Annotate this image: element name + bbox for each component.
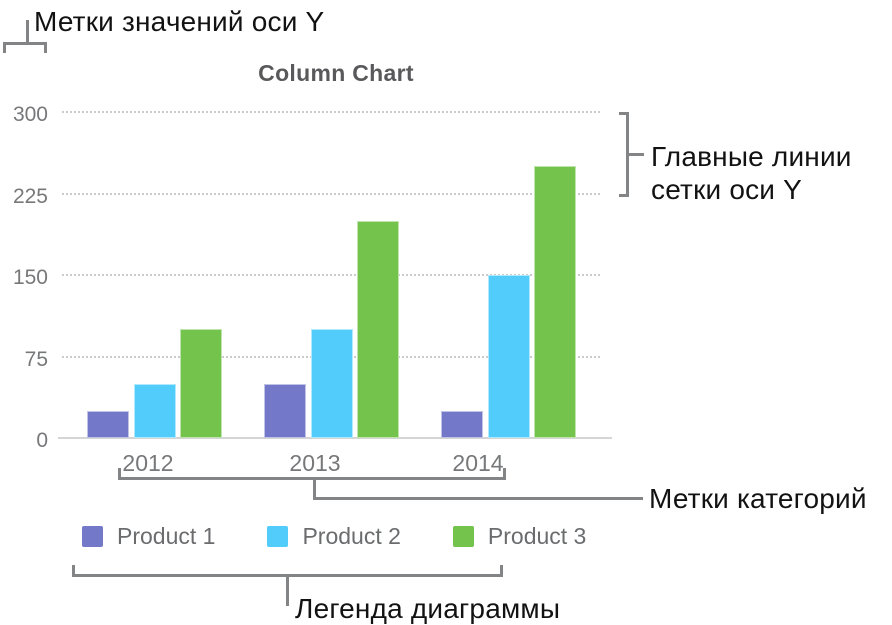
y-axis-tick-label: 300: [12, 103, 48, 126]
y-axis-tick-label: 225: [12, 184, 48, 208]
category-label-2014: 2014: [452, 450, 504, 476]
legend-swatch-icon: [82, 526, 103, 547]
bar-product-3-2013: [357, 220, 399, 438]
category-label-2013: 2013: [289, 450, 341, 476]
bar-product-2-2012: [133, 383, 176, 438]
annotation-y-gridlines-line1: Главные линии: [651, 141, 852, 172]
bar-product-1-2014: [441, 410, 483, 438]
annotation-legend: Легенда диаграммы: [295, 593, 561, 624]
legend-label: Product 1: [117, 523, 216, 549]
bar-product-2-2013: [310, 329, 353, 438]
legend-item-product-2: Product 2: [267, 523, 401, 550]
category-label-2012: 2012: [122, 450, 174, 476]
legend-label: Product 2: [302, 523, 401, 549]
y-gridline: [62, 274, 600, 276]
x-axis-line: [58, 437, 612, 439]
bar-product-2-2014: [487, 275, 530, 438]
y-axis-tick-label: 75: [24, 347, 48, 371]
y-gridline: [62, 192, 600, 195]
legend-swatch-icon: [267, 526, 289, 547]
y-axis-tick-label: 0: [36, 429, 48, 452]
y-gridline: [62, 111, 600, 113]
bar-product-3-2012: [180, 329, 222, 438]
bar-product-1-2012: [87, 410, 129, 438]
bar-product-1-2013: [264, 383, 306, 438]
annotation-y-gridlines-line2: сетки оси Y: [651, 174, 803, 205]
legend-swatch-icon: [452, 526, 474, 547]
legend-item-product-1: Product 1: [82, 523, 215, 550]
legend-label: Product 3: [487, 523, 587, 549]
annotation-y-gridlines: Главные линии сетки оси Y: [651, 140, 852, 206]
legend-item-product-3: Product 3: [452, 523, 587, 550]
annotation-y-value-labels: Метки значений оси Y: [34, 6, 325, 37]
chart-legend: Product 1 Product 2 Product 3: [82, 523, 586, 550]
chart-title: Column Chart: [258, 60, 414, 86]
bar-product-3-2014: [534, 166, 576, 438]
y-axis-tick-label: 150: [12, 266, 48, 289]
annotation-category-labels: Метки категорий: [649, 483, 867, 514]
